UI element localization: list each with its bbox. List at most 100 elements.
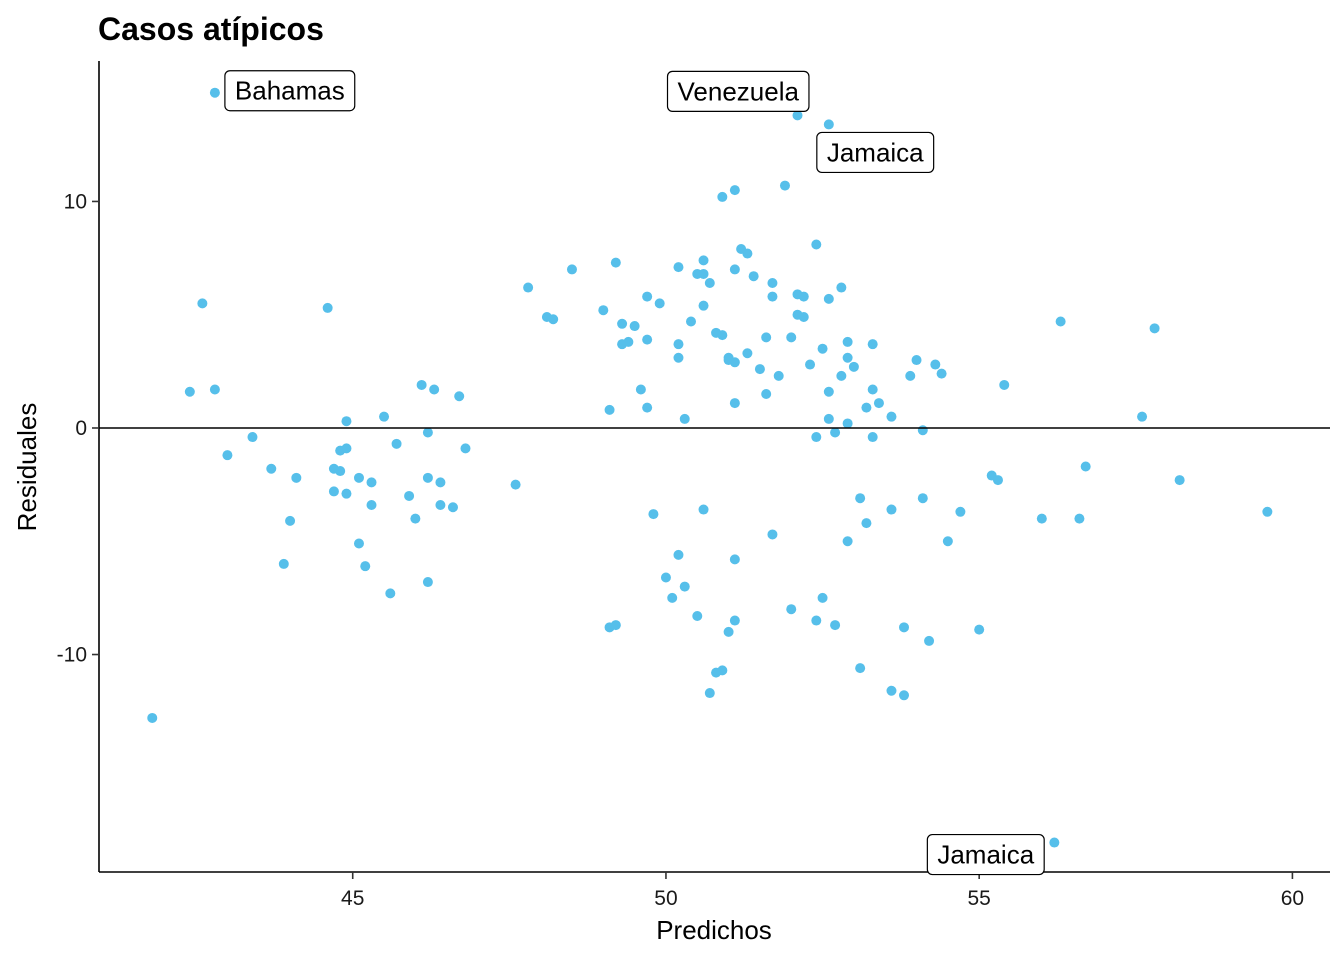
data-point [886,411,897,422]
points-layer [147,87,1273,848]
data-point [335,466,346,477]
data-point [635,384,646,395]
data-point [886,685,897,696]
data-point [992,475,1003,486]
data-point [974,624,985,635]
data-point [673,262,684,273]
data-point [754,364,765,375]
data-point [366,500,377,511]
data-point [823,293,834,304]
data-point [798,291,809,302]
data-point [867,432,878,443]
data-point [604,404,615,415]
data-point [761,332,772,343]
data-point [855,663,866,674]
data-point [667,592,678,603]
annotation-box [816,131,935,174]
data-point [197,298,208,309]
data-point [698,255,709,266]
annotation-text: Jamaica [937,840,1034,870]
data-point [328,486,339,497]
data-point [729,615,740,626]
data-point [510,479,521,490]
data-point [811,239,822,250]
data-point [723,626,734,637]
y-axis-title: Residuales [12,403,42,532]
data-point [917,425,928,436]
data-point [435,500,446,511]
data-point [817,343,828,354]
data-point [698,504,709,515]
data-point [184,386,195,397]
data-point [886,504,897,515]
data-point [429,384,440,395]
data-point [842,336,853,347]
annotation-box [926,833,1045,876]
data-point [767,291,778,302]
data-point [836,282,847,293]
data-point [1074,513,1085,524]
data-point [836,370,847,381]
data-point [867,384,878,395]
y-tick-label: 10 [64,190,87,213]
x-tick-label: 60 [1281,887,1304,910]
data-point [422,577,433,588]
data-point [648,509,659,520]
data-point [435,477,446,488]
data-point [422,472,433,483]
data-point [654,298,665,309]
data-point [842,536,853,547]
data-point [598,305,609,316]
data-point [773,370,784,381]
data-point [385,588,396,599]
data-point [341,443,352,454]
data-point [623,336,634,347]
data-point [786,604,797,615]
data-point [247,432,258,443]
data-point [322,302,333,313]
data-point [209,384,220,395]
data-point [278,558,289,569]
data-point [341,488,352,499]
annotation-box [666,70,810,112]
x-axis-title: Predichos [656,915,772,945]
data-point [717,665,728,676]
data-point [704,688,715,699]
annotation-label: Jamaica [926,833,1045,876]
data-point [566,264,577,275]
data-point [1080,461,1091,472]
data-point [936,368,947,379]
annotation-label: Jamaica [816,131,935,174]
data-point [353,472,364,483]
data-point [767,529,778,540]
x-axis-ticks: 45 50 55 60 [341,872,1304,910]
x-tick-label: 50 [654,887,677,910]
data-point [729,398,740,409]
data-point [341,416,352,427]
data-point [823,386,834,397]
data-point [698,268,709,279]
data-point [848,361,859,372]
data-point [873,398,884,409]
data-point [291,472,302,483]
data-point [416,379,427,390]
data-point [617,318,628,329]
data-point [1036,513,1047,524]
data-point [704,278,715,289]
data-point [147,712,158,723]
x-tick-label: 55 [968,887,991,910]
annotations-layer: Bahamas Venezuela Jamaica Jamaica [224,70,1045,876]
y-tick-label: -10 [57,644,87,667]
data-point [905,370,916,381]
data-point [729,554,740,565]
data-point [830,620,841,631]
data-point [1262,506,1273,517]
data-point [404,490,415,501]
data-point [548,314,559,325]
data-point [861,518,872,529]
data-point [867,339,878,350]
data-point [660,572,671,583]
data-point [729,357,740,368]
data-point [817,592,828,603]
